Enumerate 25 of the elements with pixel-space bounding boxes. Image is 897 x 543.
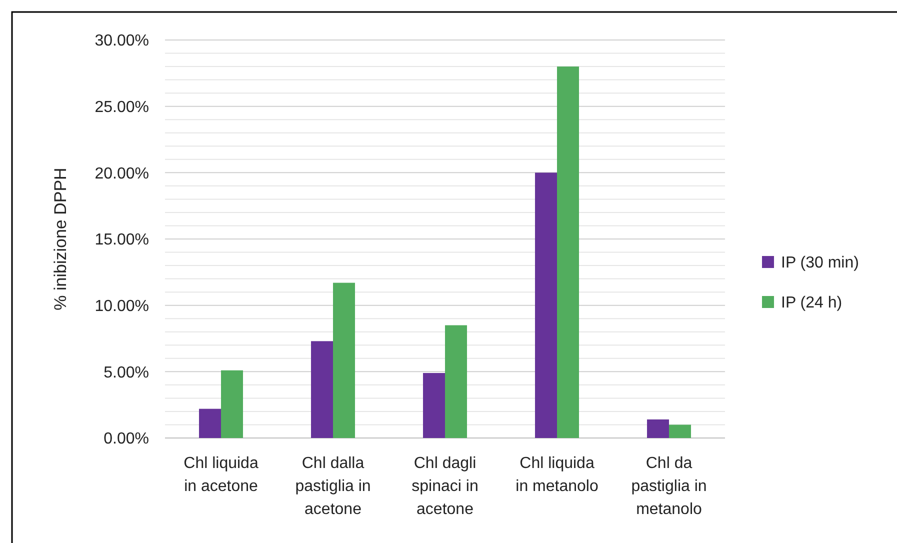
y-tick-label: 10.00% bbox=[94, 298, 149, 315]
y-tick-label: 30.00% bbox=[94, 32, 149, 50]
bar bbox=[669, 424, 691, 438]
x-tick-label: Chl liquida in metanolo bbox=[516, 455, 598, 495]
y-tick-label: 0.00% bbox=[104, 430, 149, 448]
y-tick-label: 5.00% bbox=[104, 364, 149, 382]
bar bbox=[535, 172, 557, 438]
x-tick-label: Chl liquida in acetone bbox=[184, 455, 258, 495]
legend-label: IP (24 h) bbox=[781, 294, 842, 312]
bar bbox=[333, 282, 355, 438]
x-tick-label: Chl dalla pastiglia in acetone bbox=[295, 455, 371, 518]
bar bbox=[311, 341, 333, 438]
bar bbox=[199, 408, 221, 438]
y-tick-label: 15.00% bbox=[94, 232, 149, 249]
legend-label: IP (30 min) bbox=[781, 254, 859, 272]
bar bbox=[445, 325, 467, 438]
x-tick-label: Chl da pastiglia in metanolo bbox=[631, 455, 707, 518]
bar bbox=[221, 370, 243, 438]
x-tick-label: Chl dagli spinaci in acetone bbox=[412, 455, 478, 518]
bar bbox=[647, 419, 669, 438]
y-tick-label: 25.00% bbox=[94, 98, 149, 116]
bar bbox=[557, 66, 579, 438]
y-axis-title: % inibizione DPPH bbox=[51, 168, 70, 310]
bar bbox=[423, 372, 445, 438]
y-tick-label: 20.00% bbox=[94, 165, 149, 182]
